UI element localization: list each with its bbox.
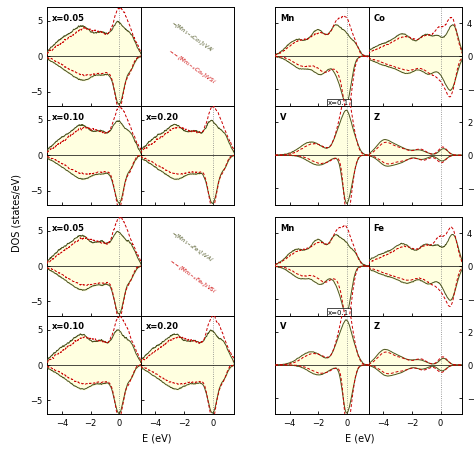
Text: $-$[Mn$_{1-x}$Fe$_1$]$_2$VAl: $-$[Mn$_{1-x}$Fe$_1$]$_2$VAl bbox=[169, 228, 215, 264]
Text: x=0.1: x=0.1 bbox=[328, 100, 349, 106]
Text: $-$[Mn$_{1-x}$Co$_1$]$_2$VAl: $-$[Mn$_{1-x}$Co$_1$]$_2$VAl bbox=[169, 19, 215, 54]
Text: x=0.20: x=0.20 bbox=[146, 323, 179, 332]
Text: E (eV): E (eV) bbox=[142, 434, 171, 443]
Text: x=0.20: x=0.20 bbox=[146, 113, 179, 122]
Text: $--$[Mn$_{1-x}$Fe$_x$]$_2$VSi: $--$[Mn$_{1-x}$Fe$_x$]$_2$VSi bbox=[167, 256, 218, 296]
Text: E (eV): E (eV) bbox=[346, 434, 375, 443]
Text: V: V bbox=[280, 323, 286, 332]
Text: x=0.10: x=0.10 bbox=[52, 323, 85, 332]
Text: Z: Z bbox=[374, 113, 380, 122]
Text: x=0.10: x=0.10 bbox=[52, 113, 85, 122]
Text: Mn: Mn bbox=[280, 223, 294, 232]
Text: x=0.05: x=0.05 bbox=[52, 223, 85, 232]
Text: V: V bbox=[280, 113, 286, 122]
Text: Co: Co bbox=[374, 14, 385, 23]
Text: $--$[Mn$_{1-x}$Co$_x$]$_2$VSi: $--$[Mn$_{1-x}$Co$_x$]$_2$VSi bbox=[166, 46, 218, 86]
Text: DOS (states/eV): DOS (states/eV) bbox=[12, 174, 22, 252]
Text: Fe: Fe bbox=[374, 223, 384, 232]
Text: x=0.05: x=0.05 bbox=[52, 14, 85, 23]
Text: Z: Z bbox=[374, 323, 380, 332]
Text: x=0.1: x=0.1 bbox=[328, 309, 349, 316]
Text: Mn: Mn bbox=[280, 14, 294, 23]
